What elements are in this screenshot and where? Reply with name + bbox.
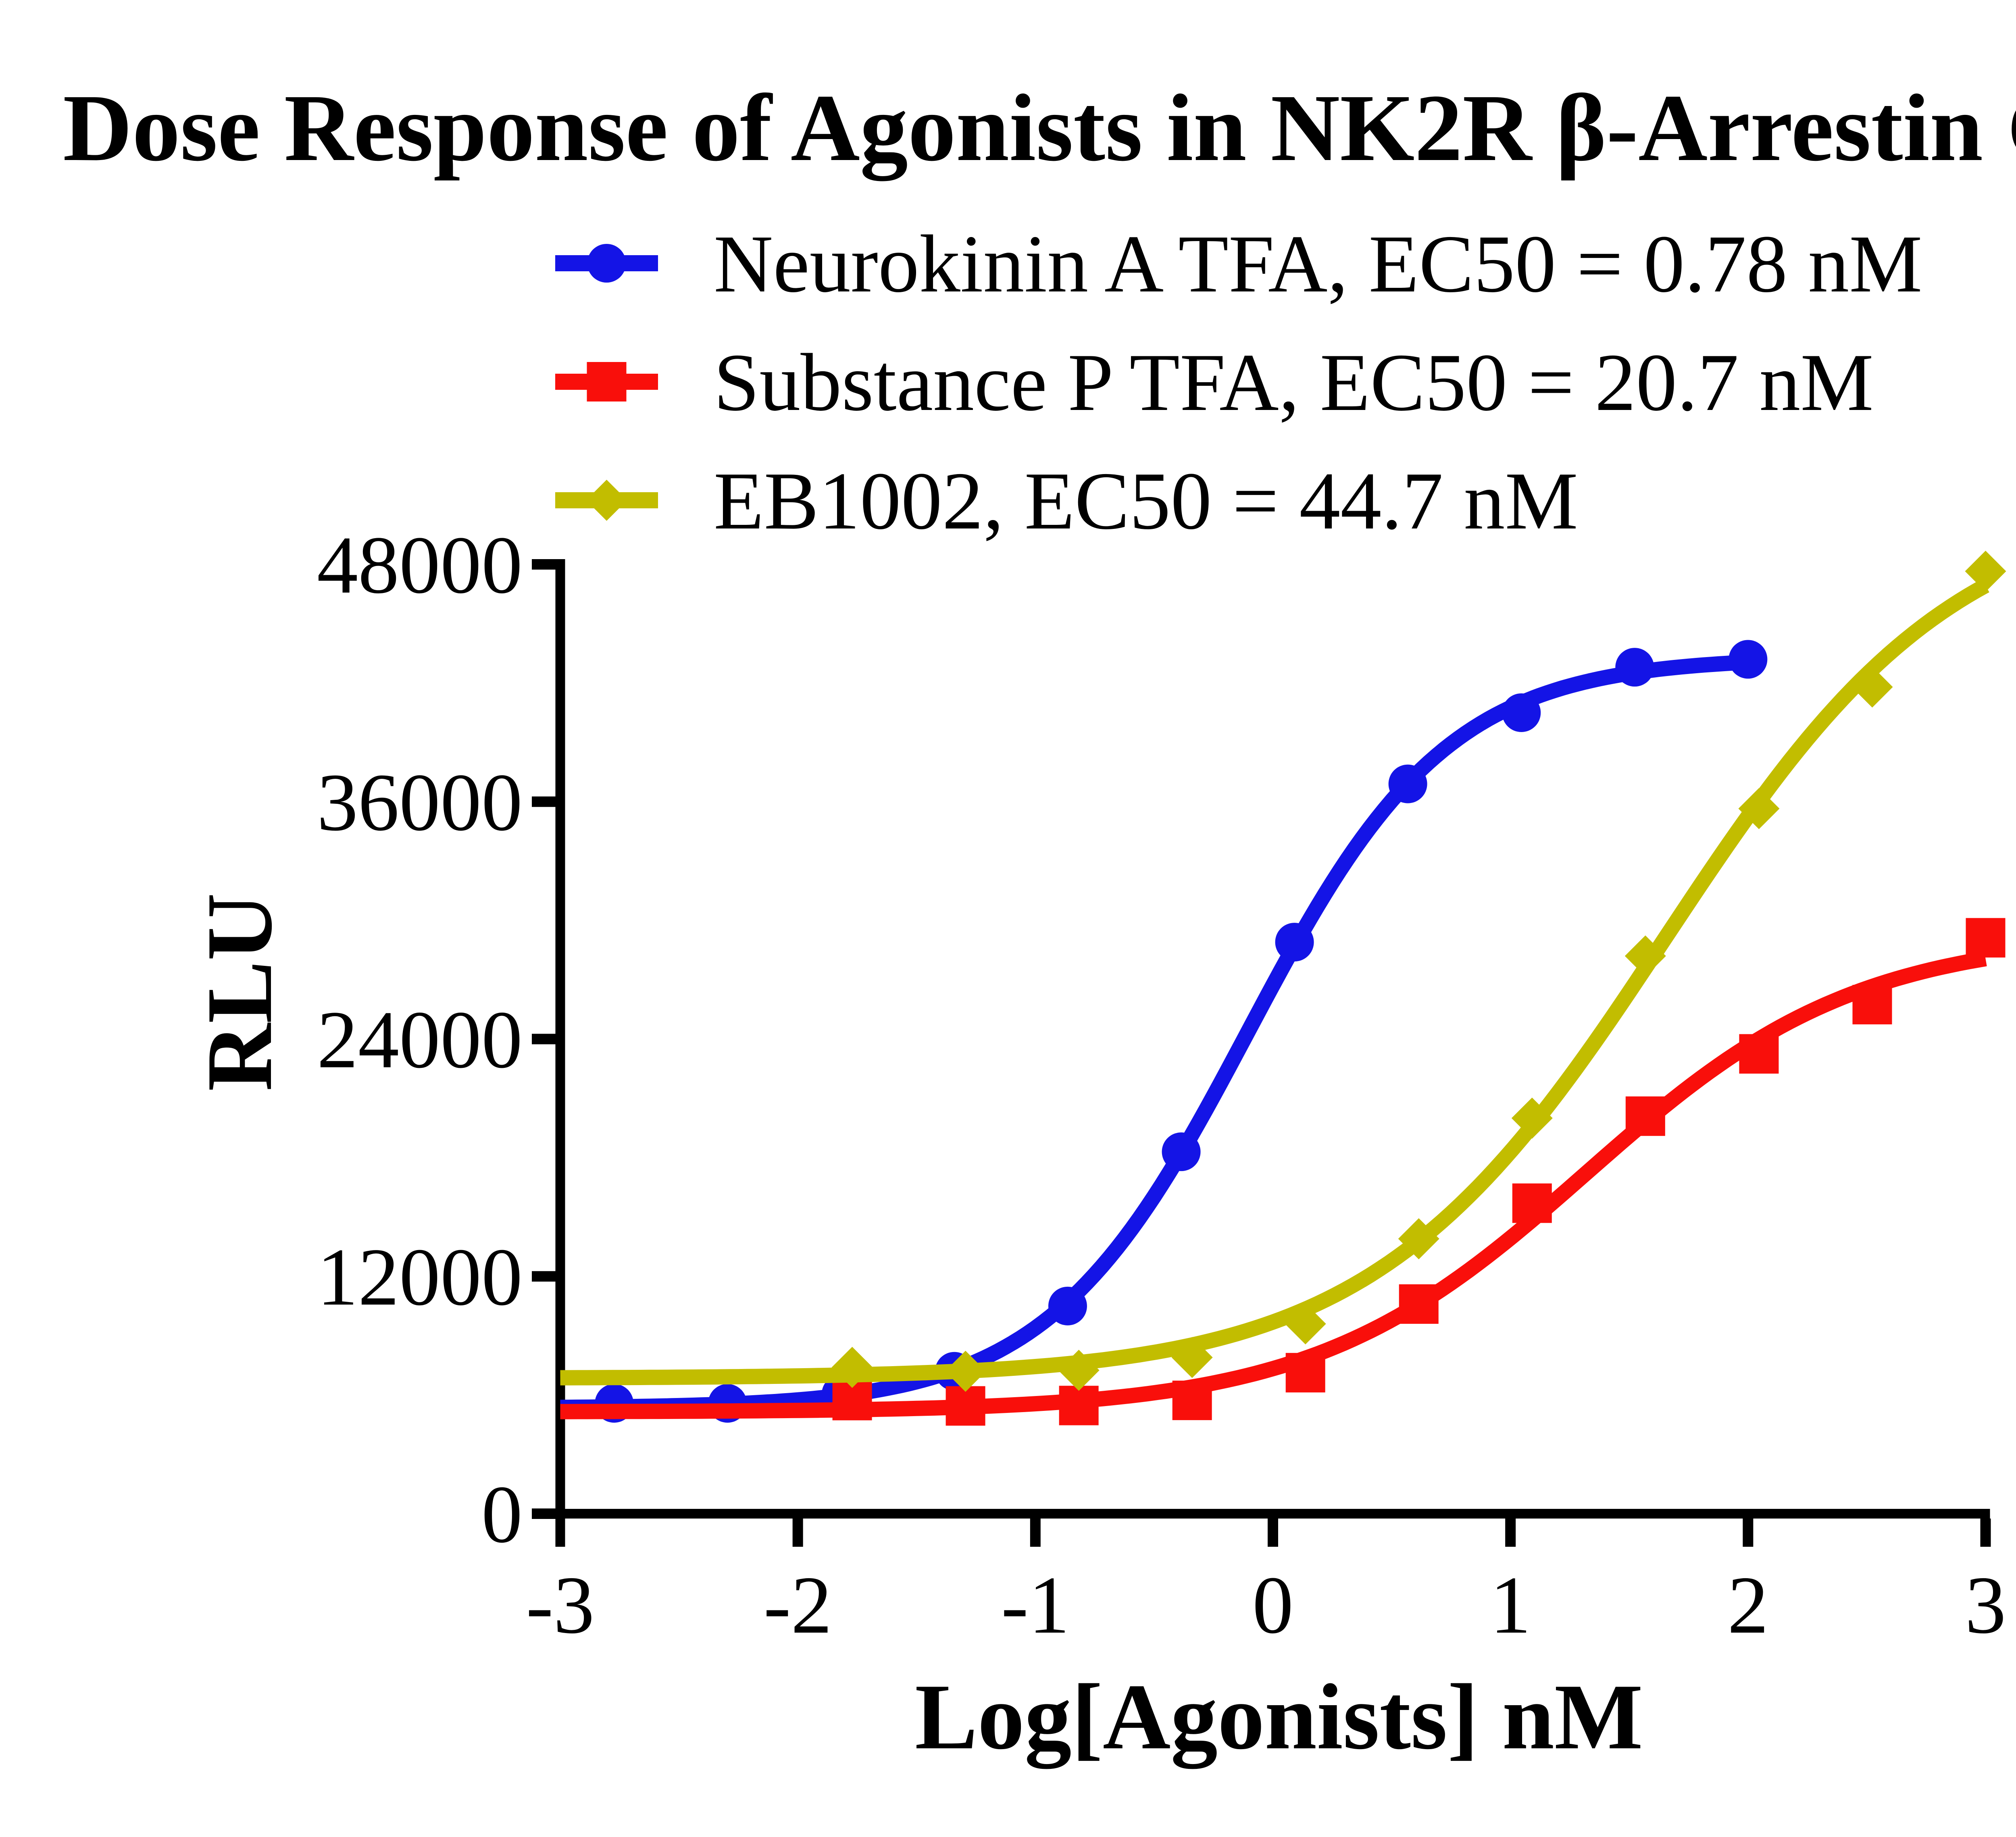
legend-label-eb1002: EB1002, EC50 = 44.7 nM xyxy=(714,456,1578,547)
legend-symbol-neurokinin-a-tfa-icon xyxy=(555,244,658,283)
data-point xyxy=(946,1386,985,1426)
data-point xyxy=(1512,1183,1552,1223)
data-point xyxy=(1851,666,1893,708)
data-point xyxy=(1398,1218,1439,1260)
x-tick-label--1: -1 xyxy=(1001,1560,1070,1651)
series-eb1002 xyxy=(560,551,2006,1392)
x-axis-tick-labels: -3 -2 -1 0 1 2 3 xyxy=(526,1560,2006,1651)
data-point xyxy=(1172,1380,1212,1420)
series-substance-p-tfa xyxy=(560,918,2006,1426)
data-point xyxy=(1388,764,1427,803)
y-axis-tick-labels: 0 12000 24000 36000 48000 xyxy=(317,520,523,1560)
data-point xyxy=(1048,1286,1087,1325)
data-point xyxy=(1502,693,1541,732)
legend-label-neurokinin-a-tfa: Neurokinin A TFA, EC50 = 0.78 nM xyxy=(714,218,1922,310)
data-point xyxy=(1738,788,1780,829)
x-tick-label-0: 0 xyxy=(1252,1560,1293,1651)
data-point xyxy=(1966,918,2006,958)
data-point xyxy=(1511,1097,1553,1139)
data-point xyxy=(1162,1132,1201,1171)
data-point xyxy=(1275,923,1314,962)
legend-symbol-substance-p-tfa-icon xyxy=(555,362,658,402)
x-tick-label-3: 3 xyxy=(1965,1560,2006,1651)
x-tick-label-1: 1 xyxy=(1490,1560,1531,1651)
legend-label-substance-p-tfa: Substance P TFA, EC50 = 20.7 nM xyxy=(714,337,1874,428)
data-point xyxy=(1059,1386,1099,1425)
data-point xyxy=(1739,1034,1779,1074)
data-point xyxy=(1399,1284,1439,1324)
x-tick-label-2: 2 xyxy=(1727,1560,1768,1651)
legend-marker-diamond-icon xyxy=(586,480,627,521)
y-tick-label-24000: 24000 xyxy=(317,994,523,1086)
data-point xyxy=(1285,1303,1326,1344)
fit-curve xyxy=(560,654,1749,1415)
data-point xyxy=(1625,1096,1665,1136)
y-tick-label-12000: 12000 xyxy=(317,1232,523,1323)
axes xyxy=(532,559,1991,1547)
series-neurokinin-a-tfa xyxy=(560,640,1768,1423)
x-tick-label--2: -2 xyxy=(764,1560,832,1651)
data-point xyxy=(1285,1353,1325,1393)
legend-marker-circle-icon xyxy=(587,244,626,283)
legend: Neurokinin A TFA, EC50 = 0.78 nM Substan… xyxy=(555,218,1922,547)
data-point xyxy=(1624,935,1666,977)
data-point xyxy=(1171,1337,1213,1378)
chart-title: Dose Response of Agonists in NK2R β-Arre… xyxy=(63,75,2016,181)
data-point xyxy=(831,1346,873,1388)
y-axis-label: RLU xyxy=(187,893,292,1091)
data-point xyxy=(1965,551,2006,592)
data-point xyxy=(945,1350,986,1392)
x-tick-label--3: -3 xyxy=(526,1560,595,1651)
fit-curve xyxy=(560,951,1987,1419)
legend-symbol-eb1002-icon xyxy=(555,480,658,521)
y-tick-label-36000: 36000 xyxy=(317,757,523,848)
y-tick-label-48000: 48000 xyxy=(317,520,523,611)
data-point xyxy=(1852,985,1892,1025)
data-point xyxy=(1729,640,1768,679)
data-point xyxy=(1615,648,1654,687)
data-point xyxy=(1058,1350,1100,1391)
legend-marker-square-icon xyxy=(587,362,627,402)
x-axis-label: Log[Agonists] nM xyxy=(915,1665,1643,1769)
plot-series xyxy=(560,551,2006,1426)
y-tick-label-0: 0 xyxy=(481,1469,523,1560)
